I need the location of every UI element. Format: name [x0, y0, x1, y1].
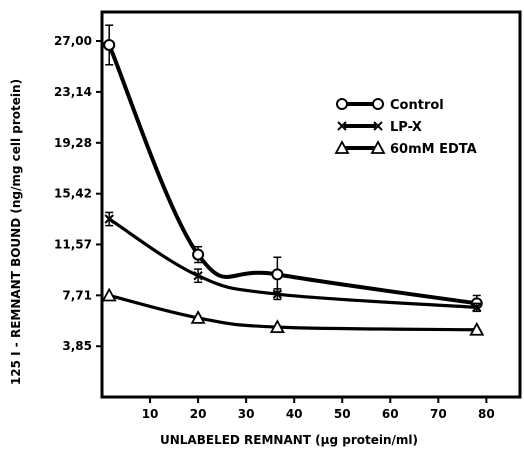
series-line [107, 217, 479, 309]
x-tick-label: 70 [430, 407, 447, 421]
series-line [107, 293, 479, 332]
x-tick-label: 30 [238, 407, 255, 421]
x-axis-label: UNLABELED REMNANT (µg protein/ml) [160, 433, 418, 447]
y-tick-label: 7,71 [62, 288, 92, 302]
data-point [269, 319, 285, 334]
legend-marker [373, 121, 383, 131]
plot-frame [100, 10, 522, 399]
data-point [193, 270, 203, 281]
x-marker-stroke [472, 302, 482, 313]
series-line [107, 42, 479, 306]
series-triangle [101, 287, 485, 336]
y-tick-label: 27,00 [54, 34, 92, 48]
legend: Control LP-X 60mM EDTA [334, 98, 477, 157]
data-point [271, 268, 284, 281]
legend-marker [337, 121, 347, 131]
series-x [104, 211, 482, 313]
y-tick-label: 3,85 [62, 339, 92, 353]
series-circle [103, 24, 483, 313]
x-axis-ticks: 10 20 30 40 50 60 70 80 [142, 397, 495, 421]
x-tick-label: 60 [382, 407, 399, 421]
legend-marker [336, 98, 348, 110]
x-marker-stroke [272, 289, 283, 299]
legend-label: LP-X [390, 120, 422, 135]
data-point [272, 289, 283, 299]
y-axis-label: 125 I - REMNANT BOUND (ng/mg cell protei… [9, 79, 23, 385]
data-point [101, 287, 117, 302]
x-tick-label: 40 [286, 407, 303, 421]
y-tick-label: 19,28 [54, 136, 92, 150]
x-marker-stroke [104, 214, 114, 224]
data-point [192, 248, 205, 261]
y-axis-ticks: 3,85 7,71 11,57 15,42 19,28 23,14 27,00 [54, 34, 102, 353]
y-tick-label: 23,14 [54, 85, 92, 99]
x-tick-label: 20 [190, 407, 207, 421]
data-point [103, 38, 116, 51]
legend-marker [372, 98, 384, 110]
legend-item: LP-X [337, 120, 422, 135]
x-tick-label: 10 [142, 407, 159, 421]
x-marker-stroke [193, 270, 203, 281]
data-point [190, 310, 206, 324]
legend-marker [334, 140, 350, 154]
legend-item: 60mM EDTA [334, 140, 477, 157]
data-point [469, 321, 485, 336]
y-tick-label: 15,42 [54, 187, 92, 201]
legend-label: 60mM EDTA [390, 142, 477, 157]
data-point [104, 214, 114, 224]
y-tick-label: 11,57 [54, 237, 92, 251]
legend-item: Control [336, 98, 444, 113]
series-layer [101, 24, 485, 336]
legend-marker [370, 140, 386, 154]
x-marker-stroke [373, 121, 383, 131]
legend-label: Control [390, 98, 444, 113]
x-tick-label: 80 [478, 407, 495, 421]
x-tick-label: 50 [334, 407, 351, 421]
data-point [472, 302, 482, 313]
x-marker-stroke [337, 121, 347, 131]
